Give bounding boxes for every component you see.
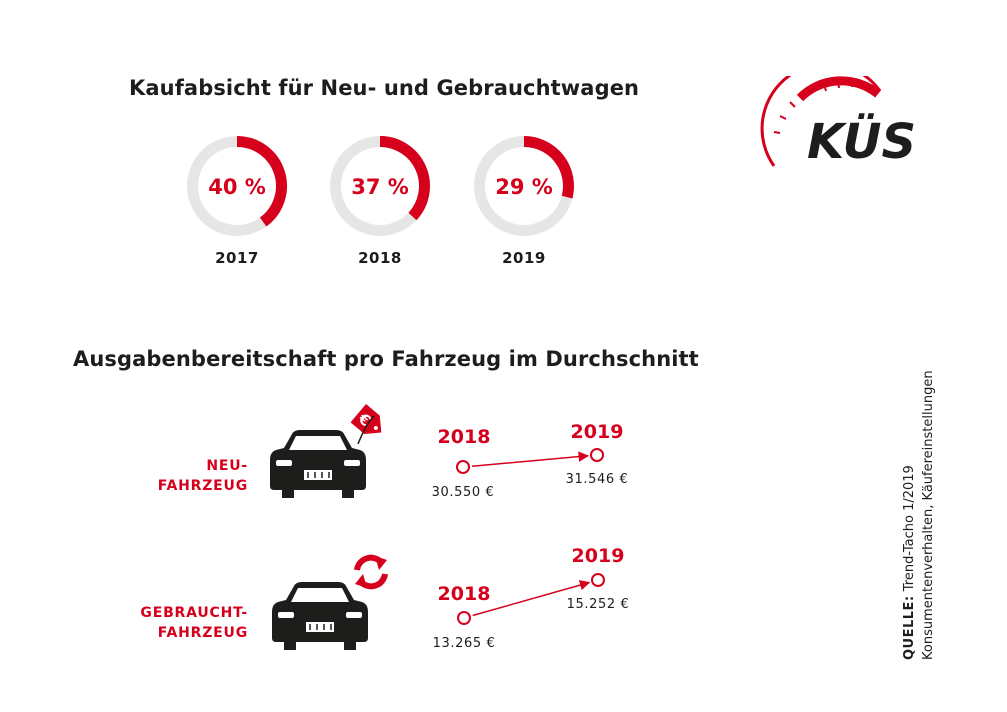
donut-slice bbox=[236, 136, 287, 227]
car-headlight bbox=[276, 460, 292, 466]
donut-year-label: 2018 bbox=[358, 249, 402, 267]
series-label: FAHRZEUG bbox=[158, 625, 248, 641]
point-2018 bbox=[457, 611, 471, 625]
recycle-head-bottom bbox=[355, 574, 367, 588]
donut-value-label: 37 % bbox=[351, 175, 409, 199]
year-label-2019: 2019 bbox=[572, 545, 625, 567]
donut-year-label: 2017 bbox=[215, 249, 259, 267]
spending-row-neu: NEU- FAHRZEUG €2018 2019 30.550 € 31.546 € bbox=[158, 404, 629, 500]
value-label-2018: 13.265 € bbox=[433, 636, 496, 651]
donut-value-label: 40 % bbox=[208, 175, 266, 199]
car-windshield bbox=[289, 436, 347, 450]
series-label: NEU- bbox=[206, 458, 248, 474]
logo-text: KÜS bbox=[807, 113, 916, 170]
series-label: GEBRAUCHT- bbox=[140, 605, 248, 621]
source-line2: Konsumentenverhalten, Käufereinstellunge… bbox=[921, 370, 936, 660]
value-label-2018: 30.550 € bbox=[432, 485, 495, 500]
source-note: QUELLE: Trend-Tacho 1/2019 Konsumentenve… bbox=[900, 300, 938, 660]
series-label: FAHRZEUG bbox=[158, 478, 248, 494]
year-label-2019: 2019 bbox=[571, 421, 624, 443]
point-2019 bbox=[590, 448, 604, 462]
car-windshield bbox=[291, 588, 349, 602]
recycle-head-top bbox=[375, 556, 387, 570]
point-2018 bbox=[456, 460, 470, 474]
tag-body bbox=[350, 404, 382, 434]
recycle-arrows-icon bbox=[354, 554, 388, 590]
car-icon bbox=[272, 582, 368, 650]
logo-arc-bold bbox=[796, 76, 881, 102]
donut-2019: 29 % 2019 bbox=[474, 136, 574, 267]
spending-section-title: Ausgabenbereitschaft pro Fahrzeug im Dur… bbox=[73, 347, 699, 371]
donut-value-label: 29 % bbox=[495, 175, 553, 199]
car-grille bbox=[306, 622, 334, 632]
car-headlight bbox=[344, 460, 360, 466]
spending-row-gebraucht: GEBRAUCHT- FAHRZEUG 2018 2019 13.265 € 15.252… bbox=[140, 545, 630, 651]
logo-arc bbox=[760, 76, 882, 167]
year-label-2018: 2018 bbox=[438, 426, 491, 448]
euro-tag-icon: € bbox=[350, 404, 382, 434]
kues-logo: KÜS bbox=[760, 76, 916, 170]
donut-2017: 40 % 2017 bbox=[187, 136, 287, 267]
source-text: Trend-Tacho 1/2019 bbox=[902, 465, 917, 592]
donut-2018: 37 % 2018 bbox=[330, 136, 430, 267]
tag-hole bbox=[373, 425, 378, 430]
car-icon bbox=[270, 430, 366, 498]
trend-arrow bbox=[471, 451, 590, 467]
source-label: QUELLE: bbox=[902, 595, 917, 660]
logo-ticks bbox=[773, 80, 867, 134]
donut-slice bbox=[523, 136, 574, 199]
trend-arrow bbox=[472, 580, 591, 617]
point-2019 bbox=[591, 573, 605, 587]
donut-slice bbox=[379, 136, 430, 221]
donut-section-title: Kaufabsicht für Neu- und Gebrauchtwagen bbox=[129, 76, 640, 100]
tag-string bbox=[357, 415, 375, 445]
year-label-2018: 2018 bbox=[438, 583, 491, 605]
value-label-2019: 15.252 € bbox=[567, 597, 630, 612]
car-headlight bbox=[278, 612, 294, 618]
car-headlight bbox=[346, 612, 362, 618]
car-grille bbox=[304, 470, 332, 480]
value-label-2019: 31.546 € bbox=[566, 472, 629, 487]
donut-year-label: 2019 bbox=[502, 249, 546, 267]
